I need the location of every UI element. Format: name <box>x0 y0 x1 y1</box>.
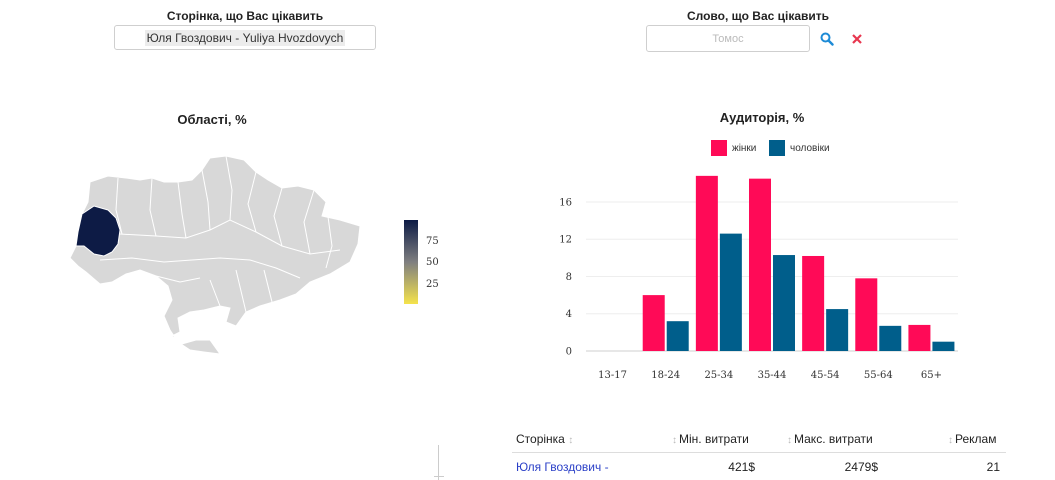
table-row-max: 2479$ <box>844 460 878 474</box>
bar-men-55-64[interactable] <box>879 325 902 351</box>
table-row-page-link[interactable]: Юля Гвоздович - <box>516 460 609 474</box>
search-icon[interactable] <box>818 30 836 48</box>
bar-men-18-24[interactable] <box>666 321 689 351</box>
sort-icon[interactable]: ↕ <box>672 435 677 446</box>
word-search-placeholder: Томос <box>712 32 744 45</box>
bar-men-45-54[interactable] <box>826 309 849 351</box>
x-tick-label: 45-54 <box>811 370 840 381</box>
col-header-min[interactable]: ↕ Мін. витрати <box>672 432 749 446</box>
col-header-ads-label: Реклам <box>955 432 997 446</box>
x-tick-label: 55-64 <box>864 370 893 381</box>
table-row-ads: 21 <box>986 460 1000 474</box>
col-header-page[interactable]: Сторінка ↕ <box>516 432 575 446</box>
x-tick-label: 35-44 <box>758 370 787 381</box>
y-tick-label: 16 <box>559 197 572 208</box>
audience-bar-chart: 0 4 8 12 16 13-17 18-24 25-34 35-44 45-54 55-64 65+ <box>559 175 958 381</box>
col-header-max[interactable]: ↕ Макс. витрати <box>787 432 873 446</box>
colorbar-tick: 25 <box>426 279 439 290</box>
bar-women-45-54[interactable] <box>802 255 825 351</box>
col-header-ads[interactable]: ↕ Реклам <box>948 432 996 446</box>
x-tick-label: 25-34 <box>704 370 733 381</box>
legend-swatch-men[interactable] <box>769 140 785 156</box>
regions-title: Області, % <box>177 112 247 127</box>
bar-men-35-44[interactable] <box>773 255 795 351</box>
map-region-highlight <box>75 205 121 257</box>
divider-tick <box>434 476 444 477</box>
word-filter-label: Слово, що Вас цікавить <box>686 9 830 23</box>
page-filter-label: Сторінка, що Вас цікавить <box>166 9 324 23</box>
audience-title: Аудиторія, % <box>719 110 805 125</box>
sort-icon[interactable]: ↕ <box>787 435 792 446</box>
ukraine-regions-map <box>69 155 361 355</box>
bar-women-35-44[interactable] <box>749 178 771 351</box>
x-tick-label: 65+ <box>921 370 942 381</box>
legend-swatch-women[interactable] <box>711 140 727 156</box>
table-header-divider <box>512 452 1006 453</box>
vertical-divider <box>438 445 439 480</box>
col-header-page-label: Сторінка <box>516 432 565 446</box>
y-tick-label: 0 <box>566 347 572 358</box>
col-header-max-label: Макс. витрати <box>794 432 873 446</box>
legend-label-men: чоловіки <box>790 143 830 154</box>
colorbar-tick: 50 <box>426 257 439 268</box>
map-colorbar: 75 50 25 <box>404 220 439 304</box>
x-tick-label: 18-24 <box>651 370 680 381</box>
page-select-value: Юля Гвоздович - Yuliya Hvozdovych <box>144 29 346 46</box>
bar-men-25-34[interactable] <box>719 233 742 351</box>
map-country-outline <box>69 155 361 355</box>
bar-women-55-64[interactable] <box>855 278 878 351</box>
colorbar-tick: 75 <box>426 236 439 247</box>
table-row-min: 421$ <box>728 460 755 474</box>
bar-men-65+[interactable] <box>932 341 955 351</box>
y-tick-label: 12 <box>559 235 572 246</box>
col-header-min-label: Мін. витрати <box>679 432 749 446</box>
bar-women-25-34[interactable] <box>695 175 718 351</box>
close-icon[interactable] <box>848 30 866 48</box>
y-tick-label: 4 <box>566 309 572 320</box>
page-select[interactable]: Юля Гвоздович - Yuliya Hvozdovych <box>114 25 376 50</box>
x-tick-label: 13-17 <box>598 370 627 381</box>
bar-women-65+[interactable] <box>908 324 931 351</box>
legend-label-women: жінки <box>732 143 757 154</box>
word-search-input[interactable]: Томос <box>646 25 810 52</box>
sort-icon[interactable]: ↕ <box>948 435 953 446</box>
y-tick-label: 8 <box>566 272 572 283</box>
bar-women-18-24[interactable] <box>642 295 665 351</box>
sort-icon[interactable]: ↕ <box>568 435 574 446</box>
